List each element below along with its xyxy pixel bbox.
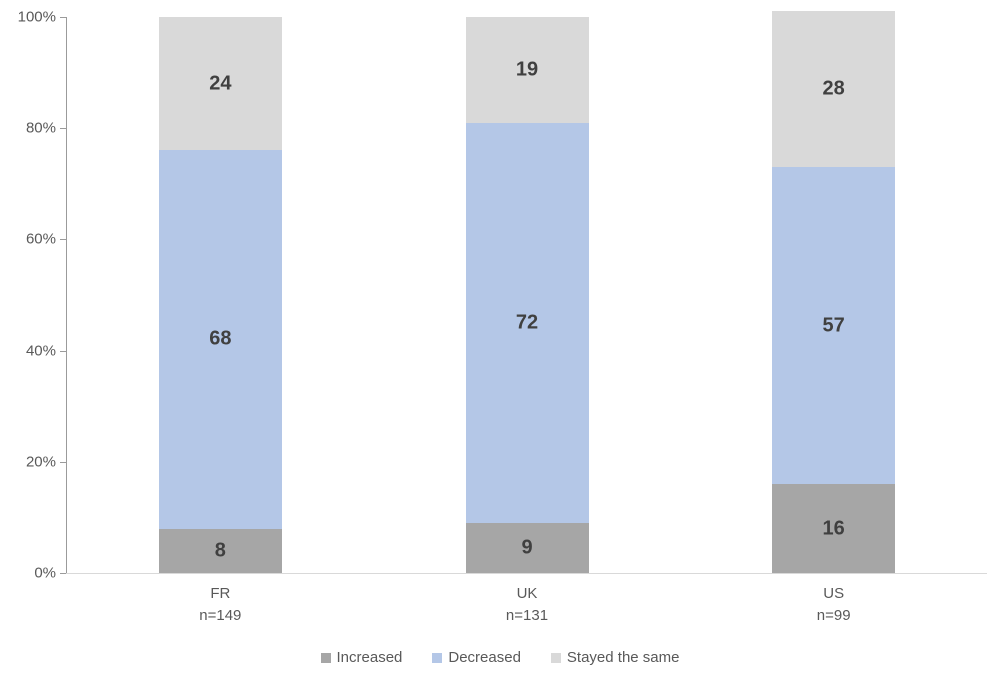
y-tick-mark [60, 573, 66, 574]
legend-item-stayed-the-same: Stayed the same [550, 649, 680, 666]
y-tick-mark [60, 17, 66, 18]
bar-segment-stayed-the-same [465, 17, 589, 123]
bar-segment-decreased [158, 150, 282, 529]
y-tick-label: 100% [17, 8, 56, 26]
legend-swatch-icon [432, 652, 443, 663]
chart-legend: Increased Decreased Stayed the same [0, 649, 1000, 666]
y-tick-mark [60, 128, 66, 130]
bar-segment-decreased [772, 167, 896, 485]
bar-segment-increased [465, 522, 589, 573]
category-name: UK [516, 585, 538, 602]
y-tick-label: 80% [25, 119, 56, 137]
bar-fr: 8 68 24 [158, 17, 282, 573]
bar-us: 16 57 28 [772, 11, 896, 573]
y-tick-label: 60% [25, 230, 56, 248]
category-sample-size: n=149 [199, 607, 242, 624]
y-tick-label: 0% [34, 564, 56, 582]
bar-value-label: 72 [515, 311, 539, 334]
y-tick-mark [60, 350, 66, 352]
bar-value-label: 8 [214, 539, 226, 562]
y-tick-mark [60, 461, 66, 463]
bar-value-label: 9 [521, 536, 533, 559]
x-axis-line [66, 573, 987, 574]
bar-segment-stayed-the-same [158, 17, 282, 151]
bar-uk: 9 72 19 [465, 17, 589, 573]
bar-value-label: 19 [515, 58, 539, 81]
bar-value-label: 28 [822, 77, 845, 100]
bar-segment-decreased [465, 122, 589, 523]
bar-segment-stayed-the-same [772, 11, 896, 168]
legend-swatch-icon [550, 652, 561, 663]
category-name: FR [210, 585, 231, 602]
legend-label: Increased [336, 649, 403, 666]
y-axis-line [66, 17, 67, 574]
bar-value-label: 16 [822, 517, 845, 540]
legend-label: Stayed the same [566, 649, 680, 666]
category-sample-size: n=99 [816, 607, 851, 624]
bar-value-label: 68 [209, 327, 232, 350]
legend-item-increased: Increased [320, 649, 403, 666]
bar-value-label: 57 [822, 314, 845, 337]
bar-segment-increased [772, 484, 896, 573]
y-tick-mark [60, 239, 66, 241]
category-label-fr: FR n=149 [140, 583, 300, 627]
bar-segment-increased [158, 528, 282, 573]
category-label-us: US n=99 [754, 583, 914, 627]
y-tick-label: 20% [25, 453, 56, 471]
category-label-uk: UK n=131 [447, 583, 607, 627]
legend-item-decreased: Decreased [432, 649, 521, 666]
legend-label: Decreased [448, 649, 521, 666]
legend-swatch-icon [320, 652, 331, 663]
bar-value-label: 24 [209, 72, 232, 95]
category-name: US [823, 585, 845, 602]
category-sample-size: n=131 [505, 607, 549, 624]
y-tick-label: 40% [25, 342, 56, 360]
